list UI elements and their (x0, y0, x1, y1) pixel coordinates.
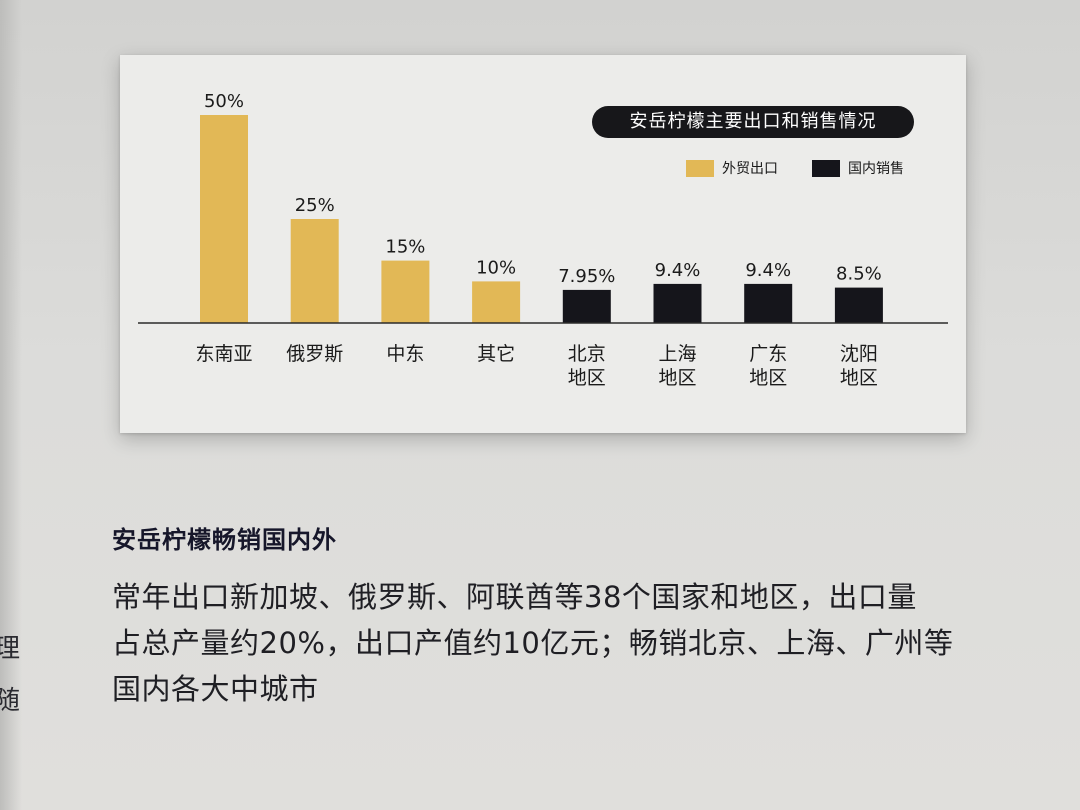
category-label: 沈阳 (840, 343, 878, 365)
chart-card: 50% 东南亚 25% 俄罗斯 15% 中东 10% 其它 7.95% 北京 地区 9.4% 上海 地区 9… (120, 55, 966, 433)
category-label: 地区 (568, 367, 606, 389)
data-label: 10% (476, 257, 516, 278)
category-label: 俄罗斯 (286, 343, 343, 365)
bar-1 (200, 115, 248, 323)
article-line: 占总产量约20%，出口产值约10亿元；畅销北京、上海、广州等 (112, 626, 954, 660)
bar-7 (744, 283, 793, 323)
category-label: 中东 (386, 343, 424, 365)
category-label: 上海 (658, 343, 696, 365)
bar-4 (472, 281, 521, 323)
legend-item-domestic: 国内销售 (812, 157, 904, 179)
facing-page-fragment: 理 (0, 634, 21, 664)
legend-swatch-export (686, 159, 714, 177)
legend-swatch-domestic (812, 159, 840, 177)
bar-chart: 50%东南亚25%俄罗斯15%中东10%其它7.95%北京地区9.4%上海地区9… (138, 91, 948, 389)
article-line: 常年出口新加坡、俄罗斯、阿联酋等38个国家和地区，出口量 (112, 580, 917, 614)
data-label: 8.5% (836, 264, 882, 285)
legend-label-domestic: 国内销售 (848, 161, 904, 177)
page-gutter-shadow (0, 0, 22, 810)
category-label: 地区 (658, 367, 696, 389)
category-label: 广东 (749, 343, 787, 365)
bar-2 (290, 219, 339, 323)
article-body: 常年出口新加坡、俄罗斯、阿联酋等38个国家和地区，出口量 占总产量约20%，出口… (112, 574, 1012, 712)
category-label: 东南亚 (195, 343, 252, 365)
category-label: 地区 (840, 367, 878, 389)
category-label: 地区 (749, 367, 787, 389)
chart-title: 安岳柠檬主要出口和销售情况 (592, 106, 914, 138)
data-label: 9.4% (745, 260, 791, 281)
bar-5 (562, 289, 611, 323)
data-label: 9.4% (655, 260, 701, 281)
data-label: 15% (385, 237, 425, 258)
bar-8 (834, 287, 883, 323)
data-label: 7.95% (558, 266, 615, 287)
legend-item-export: 外贸出口 (686, 157, 778, 179)
article-heading: 安岳柠檬畅销国内外 (112, 526, 337, 554)
bar-6 (653, 283, 702, 323)
facing-page-fragment: 随 (0, 686, 21, 716)
category-label: 其它 (477, 343, 515, 365)
article-line: 国内各大中城市 (112, 672, 319, 706)
data-label: 25% (295, 195, 335, 216)
data-label: 50% (204, 91, 244, 112)
category-label: 北京 (568, 343, 606, 365)
bar-3 (381, 260, 430, 323)
legend-label-export: 外贸出口 (722, 161, 778, 177)
